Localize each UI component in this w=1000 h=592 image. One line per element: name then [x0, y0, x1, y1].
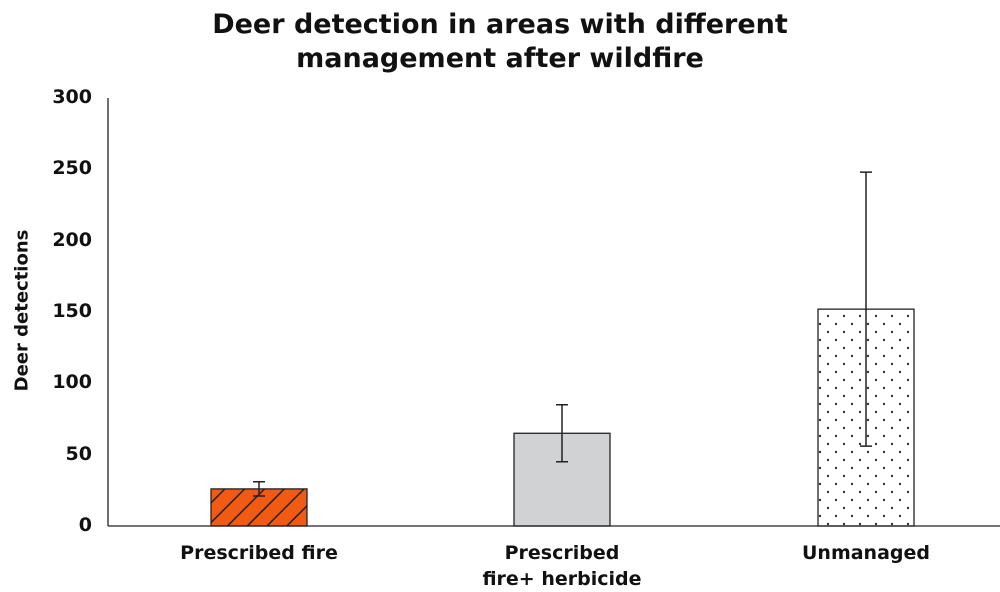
x-tick-label: Prescribed fire — [180, 542, 338, 564]
chart-title: Deer detection in areas with different m… — [212, 9, 788, 74]
y-tick-label: 150 — [52, 300, 92, 322]
x-tick-label: Unmanaged — [801, 542, 930, 564]
y-tick-label: 250 — [52, 157, 92, 180]
error-bar — [253, 481, 265, 497]
y-tick-label: 100 — [52, 371, 92, 394]
error-bar — [556, 403, 568, 463]
error-bar — [860, 171, 872, 447]
y-tick-label: 300 — [52, 86, 92, 108]
y-tick-label: 50 — [65, 442, 92, 465]
y-tick-label: 0 — [78, 514, 92, 536]
x-tick-label: Prescribed fire+ herbicide — [482, 542, 642, 590]
y-tick-label: 200 — [52, 228, 92, 251]
